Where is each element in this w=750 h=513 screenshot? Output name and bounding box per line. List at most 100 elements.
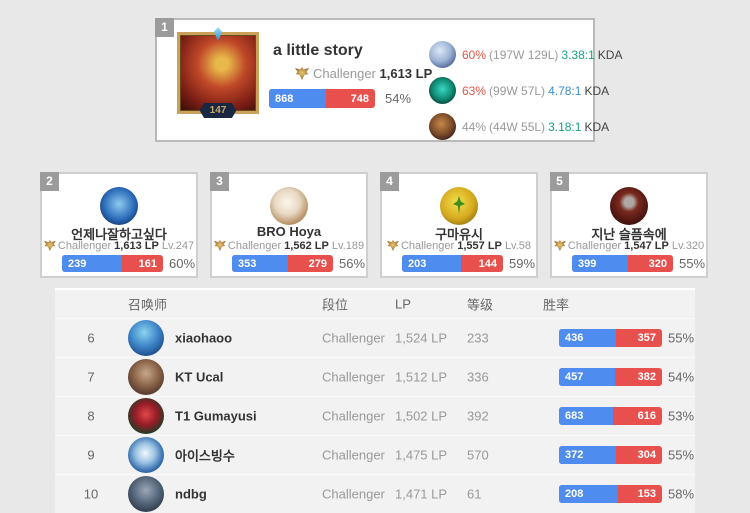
champion-icon [429, 41, 456, 68]
losses-segment: 279 [308, 257, 327, 270]
losses-segment: 153 [637, 488, 656, 500]
rank-number: 7 [87, 369, 95, 385]
lp-value: 1,613 LP [379, 66, 433, 81]
summoner-name[interactable]: BRO Hoya [256, 224, 322, 239]
tier-label: Challenger [400, 240, 455, 252]
champion-win-rate: 63% [462, 83, 487, 98]
table-row[interactable]: 9 아이스빙수 Challenger 1,475 LP 570 372 304 … [55, 435, 695, 474]
avatar-crest-icon [214, 27, 222, 41]
table-row[interactable]: 8 T1 Gumayusi Challenger 1,502 LP 392 68… [55, 396, 695, 435]
champion-stat-row[interactable]: 44% (44W 55L) 3.18:1 KDA [429, 113, 622, 140]
summoner-level-badge: 147 [199, 103, 237, 118]
tier-line: Challenger 1,613 LP Lv.247 [42, 240, 196, 252]
header-tier: 段位 [322, 297, 349, 313]
rank-badge: 1 [155, 18, 174, 37]
tier-label: Challenger [227, 240, 282, 252]
summoner-name[interactable]: 언제나잘하고싶다 [71, 227, 167, 242]
summoner-name[interactable]: a little story [273, 42, 363, 59]
tier-label: Challenger [313, 66, 376, 81]
lp-value: 1,557 LP [457, 240, 502, 252]
summoner-avatar: 147 [177, 27, 259, 118]
winloss-bar: 457 382 [559, 368, 662, 386]
win-rate: 55% [668, 447, 695, 463]
summoner-name[interactable]: KT Ucal [175, 369, 224, 385]
level-value: 233 [467, 330, 489, 346]
win-rate: 54% [385, 91, 412, 106]
rank-number: 6 [87, 330, 95, 346]
header-summoner: 召唤师 [128, 297, 168, 313]
wins-segment: 683 [559, 407, 614, 425]
summoner-name[interactable]: 구마유시 [435, 227, 483, 242]
wins-segment: 353 [232, 255, 289, 272]
rank1-player-card[interactable]: 1 147 a little story Challenger 1,613 LP… [155, 18, 622, 142]
lp-value: 1,613 LP [114, 240, 159, 252]
summoner-name[interactable]: T1 Gumayusi [175, 408, 257, 424]
tier-label: Challenger [567, 240, 622, 252]
level-label: Lv.189 [331, 240, 365, 252]
win-rate: 59% [509, 256, 536, 271]
champion-stat-row[interactable]: 63% (99W 57L) 4.78:1 KDA [429, 77, 622, 104]
challenger-crest-icon [386, 240, 399, 251]
level-value: 570 [467, 447, 489, 463]
tier-label: Challenger [322, 369, 385, 385]
wins-segment: 239 [62, 255, 123, 272]
rank3-player-card[interactable]: 3 BRO Hoya Challenger 1,562 LP Lv.189 35… [210, 172, 368, 278]
lp-value: 1,562 LP [284, 240, 329, 252]
rank2-player-card[interactable]: 2 언제나잘하고싶다 Challenger 1,613 LP Lv.247 23… [40, 172, 198, 278]
champion-stat-row[interactable]: 60% (197W 129L) 3.38:1 KDA [429, 41, 622, 68]
champion-kda: 3.18:1 [548, 119, 582, 134]
summoner-avatar [610, 187, 648, 225]
champion-record: (197W 129L) [489, 47, 559, 62]
wins-segment: 868 [269, 89, 326, 108]
winloss-bar: 868 748 [269, 89, 375, 108]
tier-label: Challenger [322, 447, 385, 463]
kda-label: KDA [584, 83, 610, 98]
summoner-name[interactable]: 지난 슬픔속에 [591, 227, 667, 242]
table-row[interactable]: 10 ndbg Challenger 1,471 LP 61 208 153 5… [55, 474, 695, 513]
tier-label: Challenger [322, 408, 385, 424]
winloss-bar: 208 153 [559, 485, 662, 503]
win-rate: 58% [668, 486, 695, 502]
tier-line: Challenger 1,547 LP Lv.320 [552, 240, 706, 252]
wins-segment: 203 [402, 255, 462, 272]
champion-record: (44W 55L) [489, 119, 546, 134]
summoner-name[interactable]: xiaohaoo [175, 330, 233, 346]
challenger-crest-icon [213, 240, 226, 251]
rank5-player-card[interactable]: 5 지난 슬픔속에 Challenger 1,547 LP Lv.320 399… [550, 172, 708, 278]
top-champions-list: 60% (197W 129L) 3.38:1 KDA 63% (99W 57L)… [429, 41, 622, 149]
tier-label: Challenger [322, 330, 385, 346]
champion-icon [429, 113, 456, 140]
lp-value: 1,471 LP [395, 486, 448, 502]
table-row[interactable]: 7 KT Ucal Challenger 1,512 LP 336 457 38… [55, 357, 695, 396]
challenger-crest-icon [295, 67, 309, 80]
wins-segment: 399 [572, 255, 629, 272]
rank4-player-card[interactable]: 4 구마유시 Challenger 1,557 LP Lv.58 203 144… [380, 172, 538, 278]
rank-badge: 2 [40, 172, 59, 191]
level-label: Lv.320 [671, 240, 705, 252]
wins-segment: 372 [559, 446, 616, 464]
rank-badge: 3 [210, 172, 229, 191]
rank-number: 9 [87, 447, 95, 463]
level-value: 336 [467, 369, 489, 385]
summoner-avatar [128, 398, 164, 434]
champion-kda: 4.78:1 [548, 83, 582, 98]
kda-label: KDA [597, 47, 623, 62]
wins-segment: 436 [559, 329, 616, 347]
losses-segment: 320 [648, 257, 667, 270]
wins-segment: 208 [559, 485, 619, 503]
summoner-name[interactable]: 아이스빙수 [175, 448, 235, 464]
summoner-name[interactable]: ndbg [175, 486, 207, 502]
winloss-bar: 372 304 [559, 446, 662, 464]
winloss-bar: 399 320 [572, 255, 673, 272]
losses-segment: 161 [138, 257, 157, 270]
level-value: 61 [467, 486, 482, 502]
rank-number: 8 [87, 408, 95, 424]
winloss-bar: 436 357 [559, 329, 662, 347]
win-rate: 55% [668, 330, 695, 346]
header-win-rate: 胜率 [543, 297, 570, 313]
wins-segment: 457 [559, 368, 616, 386]
champion-kda: 3.38:1 [561, 47, 595, 62]
table-row[interactable]: 6 xiaohaoo Challenger 1,524 LP 233 436 3… [55, 318, 695, 357]
header-level: 等级 [467, 297, 494, 313]
challenger-crest-icon [43, 240, 56, 251]
